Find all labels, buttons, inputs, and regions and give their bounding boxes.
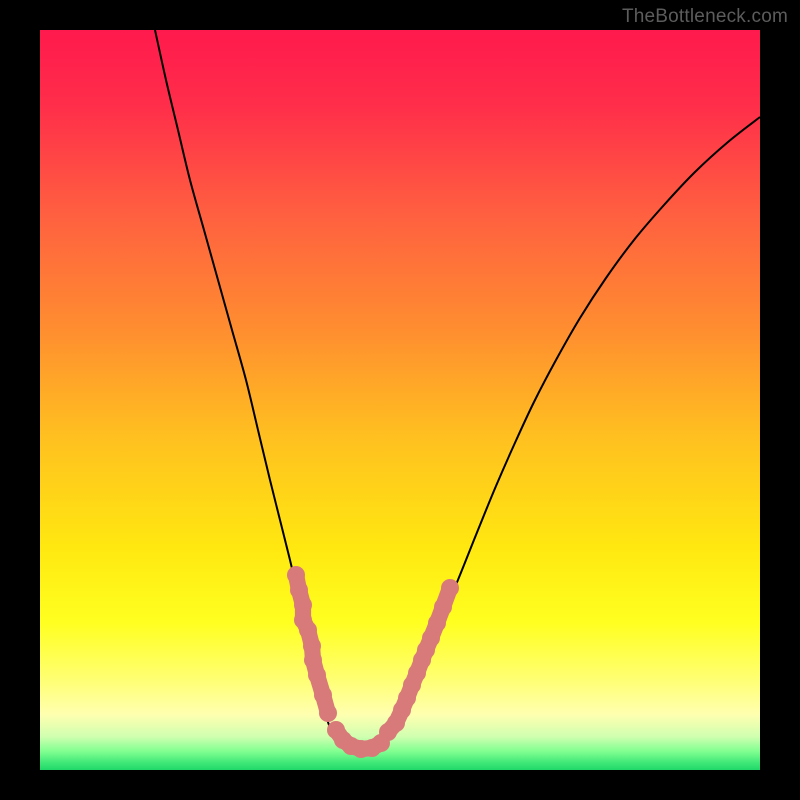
watermark-text: TheBottleneck.com bbox=[622, 6, 788, 28]
plot-background bbox=[40, 30, 760, 770]
root-container: TheBottleneck.com bbox=[0, 0, 800, 800]
plot-svg bbox=[40, 30, 760, 770]
plot-area bbox=[40, 30, 760, 770]
